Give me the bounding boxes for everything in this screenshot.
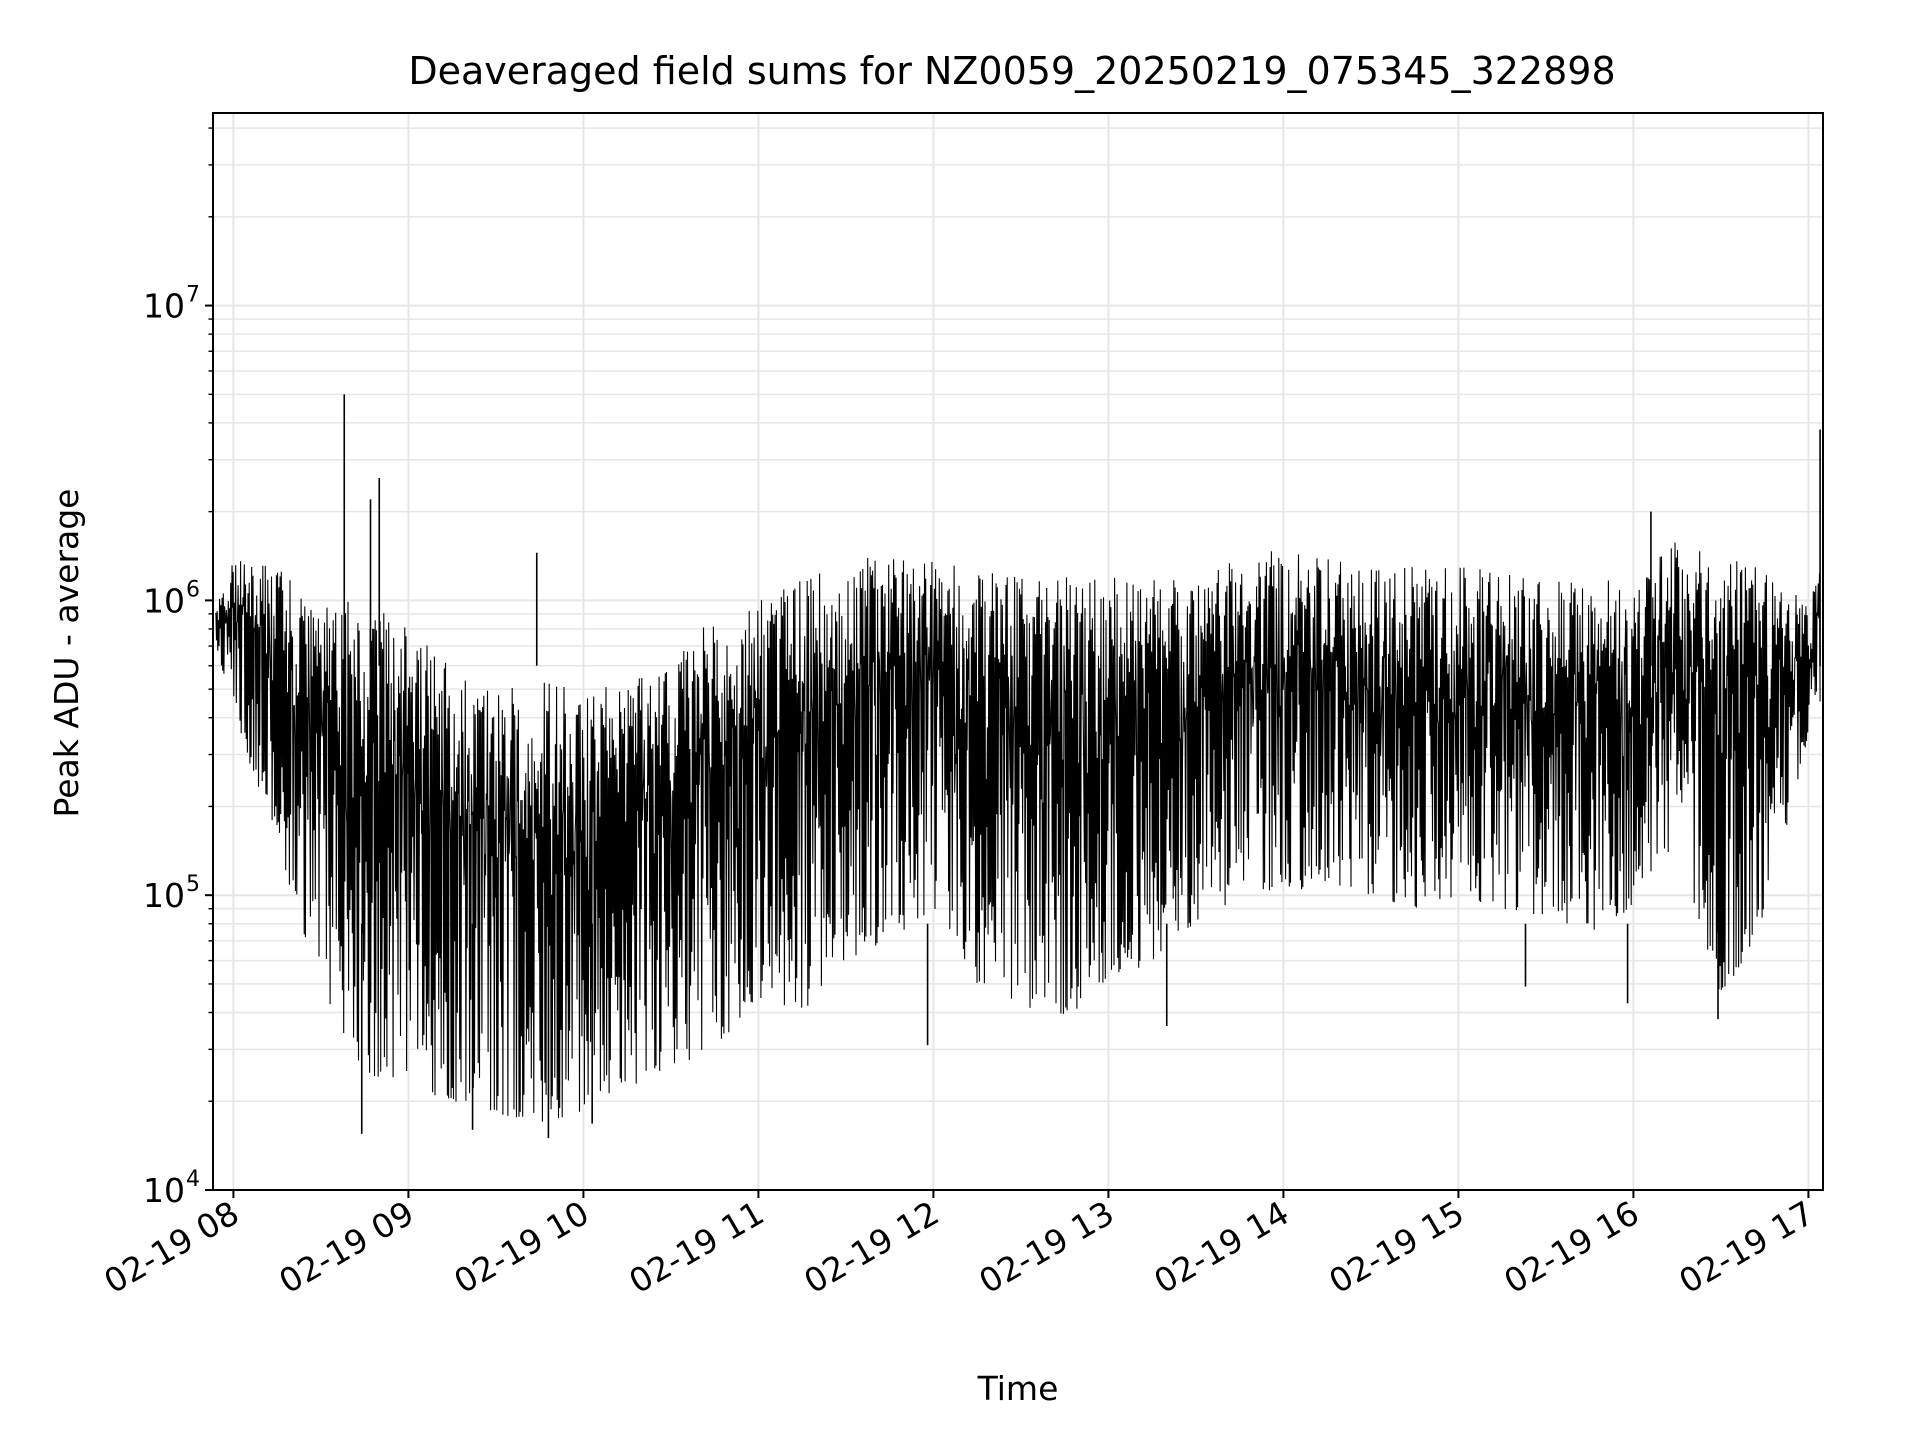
data-series	[215, 394, 1821, 1139]
chart-title: Deaveraged field sums for NZ0059_2025021…	[408, 49, 1615, 93]
series-line	[215, 542, 1821, 1122]
y-tick-label: 10	[143, 581, 185, 620]
y-axis-label: Peak ADU - average	[47, 489, 86, 818]
y-tick-label: 10	[143, 876, 185, 915]
plot-area-frame	[212, 112, 1824, 1191]
y-tick-exponent: 6	[186, 577, 200, 602]
y-tick-exponent: 4	[186, 1167, 200, 1192]
y-tick-label: 10	[143, 287, 185, 326]
y-tick-exponent: 7	[186, 283, 200, 308]
y-tick-exponent: 5	[186, 872, 200, 897]
y-tick-label: 10	[143, 1171, 185, 1210]
x-axis-label: Time	[977, 1369, 1059, 1408]
